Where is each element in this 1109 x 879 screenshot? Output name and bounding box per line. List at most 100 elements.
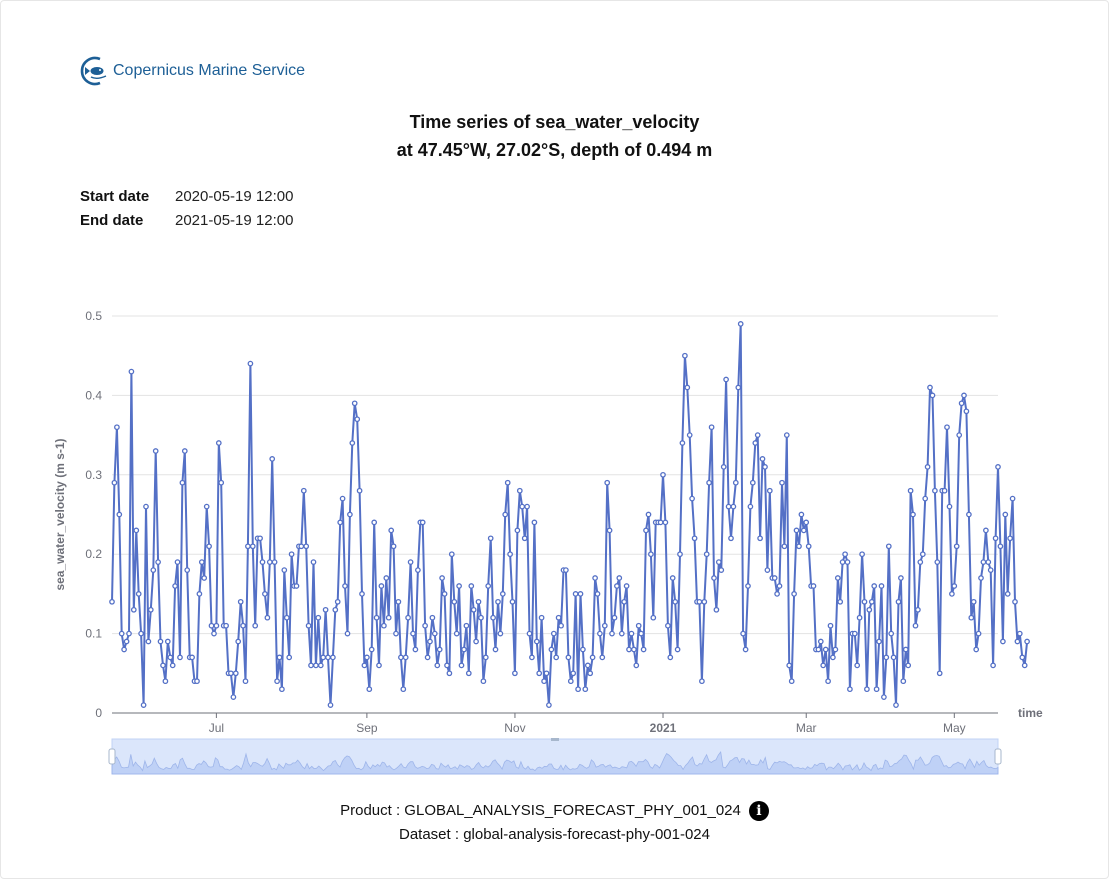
data-point	[592, 575, 598, 581]
data-point	[147, 606, 154, 613]
data-point	[1000, 638, 1006, 645]
data-point	[446, 670, 453, 677]
data-point	[834, 575, 841, 581]
data-point	[497, 630, 504, 637]
data-point	[980, 559, 987, 565]
zoom-slider-grip[interactable]	[551, 738, 559, 741]
data-point	[143, 503, 149, 510]
data-point	[376, 662, 382, 669]
date-range: Start date 2020-05-19 12:00 End date 202…	[80, 184, 293, 232]
data-point	[781, 543, 788, 550]
data-point	[771, 575, 778, 581]
data-point	[162, 678, 169, 685]
data-point	[754, 432, 761, 438]
data-point	[322, 606, 329, 613]
data-point	[936, 670, 943, 677]
data-point	[657, 519, 664, 526]
zoom-slider-preview	[111, 751, 999, 775]
data-point	[475, 598, 482, 605]
data-point	[946, 503, 953, 510]
data-point	[827, 622, 834, 629]
data-point	[985, 559, 992, 565]
data-point	[708, 424, 715, 431]
y-tick-label: 0.3	[85, 468, 102, 482]
data-point	[531, 519, 538, 526]
start-date-row: Start date 2020-05-19 12:00	[80, 184, 293, 208]
data-point	[371, 519, 378, 526]
data-point	[529, 654, 535, 661]
data-point	[674, 646, 681, 653]
data-point	[398, 654, 404, 661]
zoom-slider-right-handle[interactable]	[994, 748, 1002, 765]
data-point	[298, 543, 305, 550]
data-point	[536, 670, 543, 677]
data-point	[851, 630, 858, 637]
data-point	[919, 551, 926, 558]
data-point	[970, 598, 977, 605]
data-point	[121, 646, 127, 653]
data-point	[320, 654, 327, 661]
data-point	[465, 670, 472, 677]
data-point	[507, 551, 513, 558]
data-point	[589, 654, 596, 661]
data-point	[628, 630, 635, 637]
data-point	[934, 559, 941, 565]
data-point	[667, 654, 674, 661]
data-point	[905, 662, 912, 669]
data-point	[868, 598, 875, 605]
data-point	[924, 464, 931, 470]
data-point	[228, 670, 234, 677]
data-point	[1007, 535, 1013, 542]
data-point	[878, 583, 885, 589]
data-point	[448, 551, 455, 558]
data-point	[485, 583, 492, 589]
data-point	[825, 678, 831, 685]
data-point	[696, 598, 703, 605]
data-point	[567, 678, 574, 685]
data-point	[157, 638, 164, 645]
data-point	[247, 360, 254, 367]
data-point	[223, 622, 229, 629]
data-point	[774, 591, 780, 597]
data-point	[548, 646, 555, 653]
data-point	[563, 567, 569, 573]
data-point	[249, 543, 256, 550]
chart-title-line-1: Time series of sea_water_velocity	[409, 112, 700, 132]
data-point	[135, 591, 142, 597]
data-point	[839, 559, 846, 565]
data-point	[177, 654, 183, 661]
data-point	[686, 432, 693, 438]
data-point	[725, 503, 732, 510]
data-point	[720, 464, 727, 470]
data-point	[436, 646, 443, 653]
data-point	[208, 622, 215, 629]
info-icon[interactable]: i	[748, 801, 769, 821]
data-point	[847, 686, 853, 693]
data-point	[400, 686, 407, 693]
data-point	[271, 559, 278, 565]
data-point	[616, 575, 623, 581]
data-point	[288, 551, 295, 558]
data-point	[876, 638, 882, 645]
data-point	[728, 535, 734, 542]
data-point	[237, 598, 244, 605]
data-point	[240, 622, 246, 629]
data-point	[337, 519, 344, 526]
data-point	[570, 670, 577, 677]
data-point	[504, 479, 511, 486]
copernicus-logo[interactable]: Copernicus Marine Service	[80, 56, 305, 86]
data-point	[956, 432, 963, 438]
data-point	[953, 543, 960, 550]
data-point	[677, 551, 683, 558]
data-point	[283, 614, 290, 621]
data-point	[458, 662, 465, 669]
data-point	[1019, 654, 1026, 661]
data-point	[543, 670, 550, 677]
x-tick-label: Nov	[504, 721, 525, 735]
zoom-slider-left-handle[interactable]	[108, 748, 116, 765]
data-point	[917, 559, 924, 565]
data-point	[885, 543, 892, 550]
x-tick-label: Mar	[796, 721, 817, 735]
data-point	[334, 598, 341, 605]
data-point	[451, 598, 458, 605]
